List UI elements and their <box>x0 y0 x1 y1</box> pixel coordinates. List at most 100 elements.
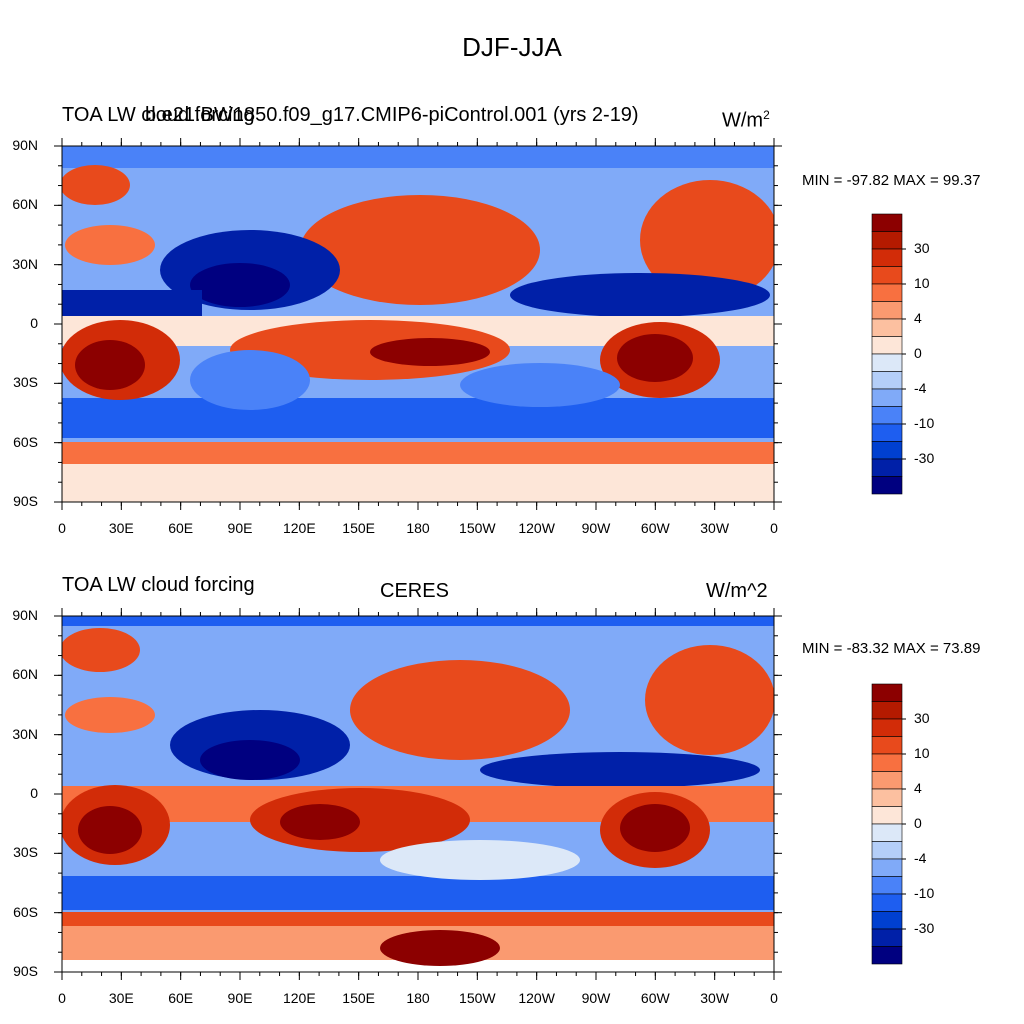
panel-1-contour-field <box>62 146 774 502</box>
lon-tick-label: 30E <box>108 990 134 1006</box>
colorbar-label: -30 <box>914 450 935 466</box>
panel-1-spcz-core <box>370 338 490 366</box>
panel-1-eurasia-red <box>65 225 155 265</box>
colorbar-box <box>871 301 903 320</box>
panel-2-ross-core <box>380 930 500 966</box>
lat-tick-label: 90N <box>12 607 38 623</box>
panel-1-case-title: b.e21.BW1850.f09_g17.CMIP6-piControl.001… <box>145 104 639 126</box>
lat-tick-label: 30N <box>12 255 38 272</box>
panel-2-top-band <box>62 616 774 626</box>
colorbar-box <box>871 353 903 372</box>
panel-2-ticks <box>54 608 782 980</box>
panel-1-units: W/m2 <box>722 108 770 133</box>
colorbar-label: 0 <box>914 815 922 831</box>
colorbar-box <box>871 841 903 860</box>
colorbar-box <box>871 318 903 337</box>
colorbar-box <box>871 858 903 877</box>
lon-tick-label: 60E <box>168 520 194 536</box>
panel-2-bottom-white <box>62 960 774 972</box>
lon-tick-label: 0 <box>58 520 66 536</box>
lon-tick-label: 0 <box>58 990 66 1006</box>
panel-2-colorbar <box>871 683 906 965</box>
colorbar-label: 4 <box>914 780 922 796</box>
panel-1-indian-ocean-blue <box>62 290 202 318</box>
panel-2-africa-core <box>78 806 142 854</box>
colorbar-label: 10 <box>914 745 930 761</box>
lat-tick-label: 90S <box>13 963 38 979</box>
lon-tick-label: 180 <box>406 990 430 1006</box>
lon-tick-label: 60W <box>640 990 670 1006</box>
panel-1-africa-core <box>75 340 145 390</box>
panel-1-minmax: MIN = -97.82 MAX = 99.37 <box>802 172 981 189</box>
panel-1-amazon-core <box>617 334 693 382</box>
colorbar-box <box>871 876 903 895</box>
lat-tick-label: 60N <box>12 196 38 213</box>
colorbar-box <box>871 458 903 477</box>
colorbar-label: -4 <box>914 850 927 866</box>
colorbar-label: 10 <box>914 275 930 291</box>
panel-2-europe-red <box>62 628 140 672</box>
colorbar-box <box>871 788 903 807</box>
panel-2-asia-core-blue <box>200 740 300 780</box>
panel-1-north-pacific-red <box>300 195 540 305</box>
lon-tick-label: 0 <box>770 990 778 1006</box>
lon-tick-label: 0 <box>770 520 778 536</box>
panel-1-antarctic-band <box>62 460 774 502</box>
colorbar-box <box>871 946 903 965</box>
colorbar-box <box>871 683 903 702</box>
lat-tick-label: 0 <box>30 785 38 801</box>
lon-tick-label: 180 <box>406 520 430 536</box>
panel-2-maritime-core <box>280 804 360 840</box>
panel-1-midlat-south-band <box>62 398 774 438</box>
panel-1-north-atlantic-red <box>640 180 774 300</box>
colorbar-label: 30 <box>914 710 930 726</box>
colorbar-box <box>871 283 903 302</box>
panel-1-central-america-blue <box>510 273 770 317</box>
lon-tick-label: 150E <box>342 990 375 1006</box>
colorbar-box <box>871 213 903 232</box>
lon-tick-label: 150W <box>459 520 496 536</box>
colorbar-box <box>871 248 903 267</box>
colorbar-label: -30 <box>914 920 935 936</box>
colorbar-box <box>871 893 903 912</box>
panel-1-southern-ocean-band <box>62 442 774 464</box>
lat-tick-label: 60N <box>12 666 38 683</box>
lat-tick-label: 60S <box>13 433 38 450</box>
panel-1-s-indian-blue <box>190 350 310 410</box>
colorbar-box <box>871 718 903 737</box>
lon-tick-label: 30W <box>700 520 730 536</box>
panel-1-arctic-band <box>62 146 774 168</box>
lon-tick-label: 60W <box>640 520 670 536</box>
lon-tick-label: 150W <box>459 990 496 1006</box>
colorbar-box <box>871 231 903 250</box>
panel-2-s-pacific-light <box>380 840 580 880</box>
lat-tick-label: 90N <box>12 137 38 153</box>
lat-tick-label: 0 <box>30 315 38 331</box>
lon-tick-label: 30E <box>108 520 134 536</box>
colorbar-box <box>871 371 903 390</box>
main-title: DJF-JJA <box>462 32 562 62</box>
lat-tick-label: 90S <box>13 493 38 509</box>
colorbar-label: 4 <box>914 310 922 326</box>
panel-2-midlat-south-band <box>62 876 774 910</box>
colorbar-box <box>871 771 903 790</box>
colorbar-box <box>871 266 903 285</box>
panel-2-minmax: MIN = -83.32 MAX = 73.89 <box>802 640 981 657</box>
lat-tick-label: 30S <box>13 374 38 391</box>
colorbar-box <box>871 806 903 825</box>
panel-1-units-text: W/m <box>722 109 764 132</box>
panel-2-contour-field <box>62 616 774 972</box>
lat-tick-label: 30S <box>13 844 38 861</box>
panel-1-colorbar <box>871 213 906 495</box>
lon-tick-label: 120W <box>518 520 555 536</box>
panel-1-units-sup: 2 <box>763 108 770 122</box>
colorbar-box <box>871 911 903 930</box>
lon-tick-label: 90E <box>227 990 253 1006</box>
colorbar-box <box>871 423 903 442</box>
colorbar-label: 0 <box>914 345 922 361</box>
lon-tick-label: 120E <box>282 520 316 536</box>
panel-1-asia-core-blue <box>190 263 290 307</box>
panel-1-europe-red <box>62 165 130 205</box>
colorbar-box <box>871 736 903 755</box>
